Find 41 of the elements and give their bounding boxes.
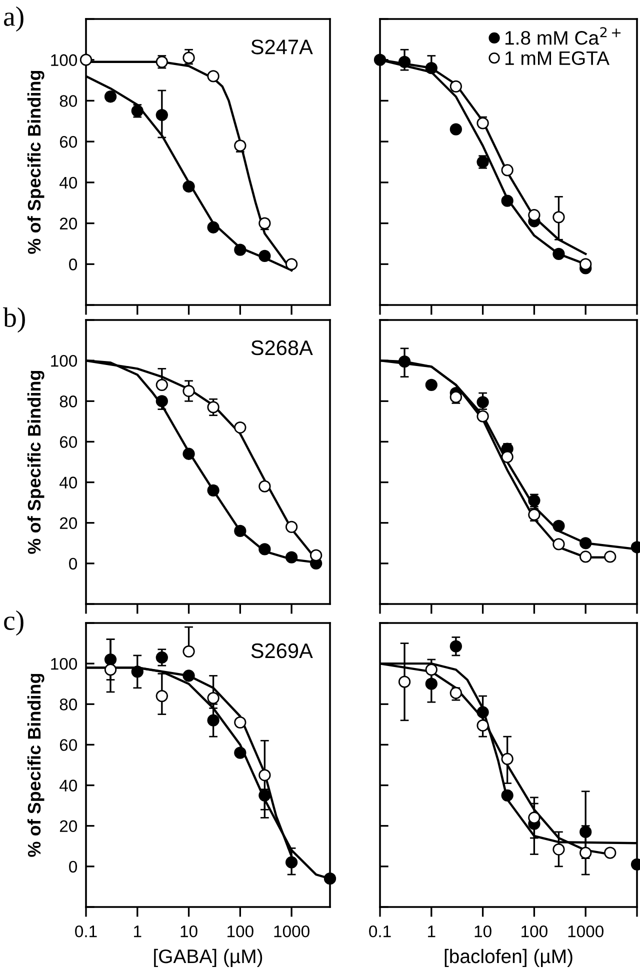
text: S269A [251, 643, 313, 658]
y-tick-label: 0 [69, 860, 78, 873]
y-axis-title: % of Specific Binding [27, 70, 44, 254]
y-tick-label: 100 [51, 658, 78, 670]
x-tick-label: 1000 [274, 925, 310, 938]
legend-label: 1.8 mM Ca$^{2+}$ [505, 27, 621, 45]
x-axis-title: [GABA] (µM) [154, 948, 262, 968]
y-tick-label: 0 [69, 258, 78, 270]
y-tick-label: 0 [69, 558, 78, 570]
y-tick-label: 60 [60, 136, 78, 148]
x-tick-label: 0.1 [75, 925, 97, 938]
y-tick-label: 100 [51, 354, 78, 367]
x-tick-label: 10 [180, 925, 198, 938]
y-tick-label: 60 [60, 739, 78, 751]
text: c) [4, 610, 24, 636]
text: a) [4, 6, 24, 32]
text: S268A [251, 340, 313, 356]
y-tick-label: 20 [60, 218, 78, 230]
x-axis-title: [baclofen] (µM) [444, 948, 572, 968]
x-tick-label: 1 [428, 926, 436, 938]
y-tick-label: 80 [60, 95, 78, 107]
text: b) [3, 307, 25, 333]
text: S247A [251, 40, 313, 54]
x-tick-label: 1000 [568, 925, 604, 938]
x-tick-label: 0.1 [369, 925, 391, 938]
y-tick-label: 100 [51, 54, 78, 66]
x-tick-label: 1 [134, 926, 142, 938]
y-axis-title: % of Specific Binding [27, 674, 44, 857]
y-tick-label: 40 [60, 176, 78, 189]
y-tick-label: 80 [60, 698, 78, 710]
y-axis-title: % of Specific Binding [27, 370, 44, 554]
x-tick-label: 10 [474, 925, 492, 938]
y-tick-label: 20 [60, 820, 78, 832]
x-tick-label: 100 [228, 925, 254, 938]
y-tick-label: 20 [60, 517, 78, 530]
y-tick-label: 40 [60, 780, 78, 792]
legend-label: 1 mM EGTA [505, 51, 610, 66]
y-tick-label: 60 [60, 436, 78, 448]
x-tick-label: 100 [522, 925, 548, 938]
y-tick-label: 40 [60, 476, 78, 488]
y-tick-label: 80 [60, 396, 78, 408]
